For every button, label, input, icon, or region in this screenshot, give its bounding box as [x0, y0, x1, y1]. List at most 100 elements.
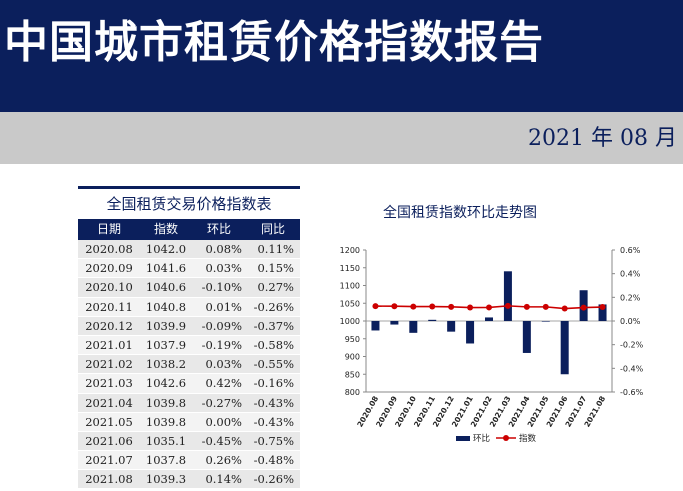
- right-tick-label: 0.0%: [620, 317, 641, 326]
- table-row: 2021.05 1039.8 0.00% -0.43%: [78, 412, 300, 432]
- left-tick-label: 850: [345, 370, 360, 379]
- date-bar: 2021 年 08 月: [0, 112, 683, 164]
- table-row: 2021.03 1042.6 0.42% -0.16%: [78, 374, 300, 394]
- cell-index: 1039.8: [145, 395, 187, 410]
- mom-bar: [390, 321, 399, 325]
- mom-bar: [560, 321, 569, 375]
- mom-bar: [598, 304, 607, 321]
- cell-yoy: 0.15%: [257, 261, 294, 276]
- left-tick-label: 1000: [340, 317, 360, 326]
- left-tick-label: 1200: [340, 246, 360, 255]
- cell-mom: 0.03%: [205, 357, 242, 372]
- right-tick-label: 0.2%: [620, 293, 641, 302]
- legend-line-marker: [503, 435, 509, 441]
- right-tick-label: 0.4%: [620, 270, 641, 279]
- table-row: 2020.12 1039.9 -0.09% -0.37%: [78, 316, 300, 336]
- cell-date: 2021.05: [85, 414, 133, 429]
- legend-bar-label: 环比: [473, 433, 490, 444]
- index-point: [599, 304, 606, 311]
- index-point: [429, 303, 436, 310]
- mom-bar: [371, 321, 380, 331]
- table-row: 2020.09 1041.6 0.03% 0.15%: [78, 259, 300, 279]
- index-table: 全国租赁交易价格指数表 日期 指数 环比 同比 2020.08 1042.0 0.0…: [78, 186, 300, 490]
- index-point: [410, 303, 417, 310]
- table-row: 2020.11 1040.8 0.01% -0.26%: [78, 297, 300, 317]
- cell-date: 2021.02: [85, 357, 133, 372]
- index-point: [504, 302, 511, 309]
- cell-index: 1040.6: [145, 280, 187, 295]
- cell-index: 1039.8: [145, 414, 187, 429]
- cell-yoy: -0.75%: [253, 433, 294, 448]
- index-point: [523, 303, 530, 310]
- cell-date: 2020.08: [85, 242, 133, 256]
- index-point: [542, 303, 549, 310]
- cell-index: 1037.8: [145, 453, 187, 468]
- cell-index: 1039.9: [145, 318, 187, 333]
- report-title: 中国城市租赁价格指数报告: [4, 17, 544, 68]
- header-yoy: 同比: [260, 222, 285, 236]
- cell-mom: 0.08%: [205, 242, 242, 256]
- table-title: 全国租赁交易价格指数表: [106, 195, 272, 213]
- mom-bar: [503, 271, 512, 321]
- cell-mom: 0.26%: [205, 453, 242, 468]
- cell-mom: -0.45%: [201, 433, 242, 448]
- table-body: 2020.08 1042.0 0.08% 0.11% 2020.09 1041.6 0.03…: [78, 240, 300, 490]
- index-point: [391, 303, 398, 310]
- index-point: [448, 303, 455, 310]
- table-row: 2021.06 1035.1 -0.45% -0.75%: [78, 431, 300, 452]
- cell-mom: -0.09%: [201, 318, 242, 333]
- table-row: 2021.02 1038.2 0.03% -0.55%: [78, 355, 300, 375]
- mom-bar: [428, 319, 437, 321]
- left-tick-label: 900: [345, 353, 360, 362]
- cell-index: 1039.3: [145, 472, 187, 487]
- cell-mom: 0.03%: [205, 261, 242, 276]
- cell-mom: 0.14%: [205, 472, 242, 487]
- header-date: 日期: [96, 222, 121, 236]
- trend-chart: 800 850 900 950 1000 1050 1100 1150 1200 -0.6% -0.…: [340, 246, 644, 444]
- mom-bar: [485, 317, 493, 321]
- cell-mom: -0.10%: [201, 280, 242, 295]
- cell-index: 1041.6: [145, 261, 187, 276]
- cell-yoy: -0.16%: [253, 376, 294, 391]
- cell-index: 1042.0: [145, 242, 187, 256]
- table-row: 2020.10 1040.6 -0.10% 0.27%: [78, 278, 300, 298]
- table-row: 2021.01 1037.9 -0.19% -0.58%: [78, 335, 300, 356]
- cell-date: 2021.04: [85, 395, 133, 410]
- right-tick-label: -0.4%: [620, 364, 644, 373]
- cell-mom: 0.01%: [205, 299, 242, 314]
- cell-index: 1037.9: [145, 337, 187, 352]
- cell-yoy: 0.11%: [257, 242, 294, 256]
- cell-date: 2021.08: [85, 472, 133, 487]
- left-tick-label: 800: [345, 388, 360, 397]
- report-date: 2021 年 08 月: [528, 126, 677, 151]
- right-tick-label: -0.6%: [620, 388, 644, 397]
- cell-date: 2021.01: [85, 337, 133, 352]
- cell-date: 2020.11: [85, 299, 133, 314]
- legend-bar-swatch: [456, 436, 470, 441]
- chart-title: 全国租赁指数环比走势图: [383, 205, 537, 221]
- index-point: [580, 304, 587, 311]
- table-row: 2021.04 1039.8 -0.27% -0.43%: [78, 393, 300, 413]
- index-point: [486, 304, 492, 311]
- left-tick-label: 1050: [340, 299, 360, 308]
- cell-date: 2020.10: [85, 280, 133, 295]
- cell-mom: 0.00%: [205, 414, 242, 429]
- cell-mom: -0.27%: [201, 395, 242, 410]
- cell-yoy: -0.58%: [253, 337, 294, 352]
- cell-index: 1040.8: [145, 299, 187, 314]
- index-point: [372, 303, 379, 310]
- cell-index: 1035.1: [145, 433, 187, 448]
- cell-date: 2020.12: [85, 318, 133, 333]
- cell-date: 2021.06: [85, 433, 133, 448]
- cell-index: 1042.6: [145, 376, 187, 391]
- left-tick-label: 1150: [340, 264, 360, 273]
- index-point: [561, 305, 568, 312]
- cell-date: 2021.07: [85, 453, 133, 468]
- table-row: 2021.08 1039.3 0.14% -0.26%: [78, 470, 300, 490]
- cell-index: 1038.2: [145, 357, 187, 372]
- left-tick-label: 950: [345, 335, 360, 344]
- cell-mom: -0.19%: [201, 337, 242, 352]
- mom-bar: [541, 321, 550, 322]
- cell-yoy: -0.26%: [253, 472, 294, 487]
- right-tick-label: -0.2%: [620, 341, 644, 350]
